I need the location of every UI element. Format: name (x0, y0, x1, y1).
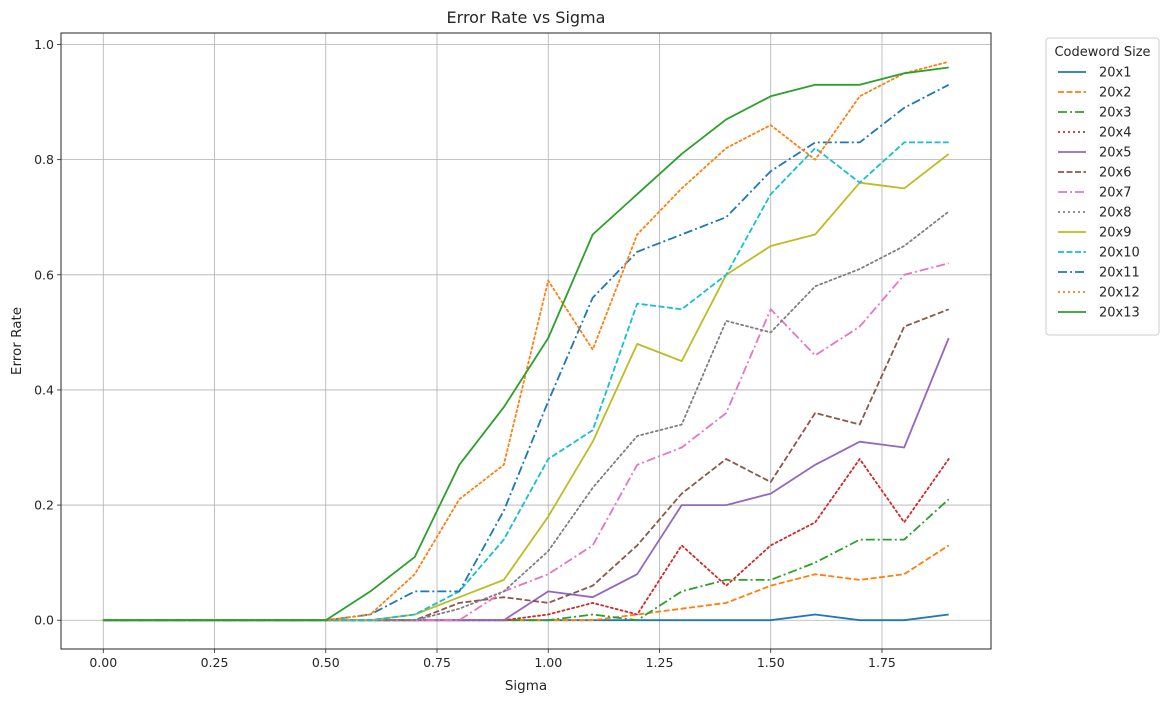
legend-label: 20x1 (1099, 66, 1132, 81)
legend-label: 20x9 (1099, 226, 1132, 241)
legend-label: 20x8 (1099, 206, 1132, 221)
x-tick-label: 0.50 (312, 655, 340, 670)
x-tick-label: 0.25 (201, 655, 229, 670)
legend-label: 20x7 (1099, 186, 1132, 201)
legend-title: Codeword Size (1054, 45, 1150, 60)
y-tick-label: 0.0 (34, 613, 54, 628)
legend-label: 20x6 (1099, 166, 1132, 181)
y-tick-label: 0.4 (34, 382, 54, 397)
y-axis-title: Error Rate (9, 307, 25, 375)
legend-frame (1045, 37, 1160, 336)
legend-label: 20x12 (1099, 286, 1140, 301)
legend-label: 20x4 (1099, 126, 1132, 141)
y-tick-label: 1.0 (34, 37, 54, 52)
legend-label: 20x3 (1099, 106, 1132, 121)
y-tick-label: 0.6 (34, 267, 54, 282)
y-tick-label: 0.2 (34, 498, 54, 513)
legend: Codeword Size 20x120x220x320x420x520x620… (1045, 37, 1160, 336)
legend-label: 20x10 (1099, 246, 1140, 261)
series-layer (102, 60, 950, 622)
legend-label: 20x13 (1099, 306, 1140, 321)
x-tick-label: 0.00 (89, 655, 117, 670)
y-tick-label: 0.8 (34, 152, 54, 167)
series-line-20x13 (103, 66, 949, 622)
x-tick-label: 1.25 (646, 655, 674, 670)
x-tick-label: 0.75 (423, 655, 451, 670)
tick-layer: 0.00 0.25 0.50 0.75 1.00 1.25 1.50 1.75 0.0 0.2 0.… (34, 37, 896, 670)
x-tick-label: 1.00 (534, 655, 562, 670)
x-tick-label: 1.75 (868, 655, 896, 670)
x-axis-title: Sigma (505, 678, 547, 694)
legend-label: 20x11 (1099, 266, 1140, 281)
legend-items: 20x1 20x2 20x3 20x4 20x5 20x6 20x7 20x8 20x9 20x1… (1058, 66, 1140, 321)
chart-title: Error Rate vs Sigma (447, 8, 606, 27)
x-tick-label: 1.50 (757, 655, 785, 670)
legend-label: 20x5 (1099, 146, 1132, 161)
plot-frame (60, 32, 992, 650)
legend-label: 20x2 (1099, 86, 1132, 101)
